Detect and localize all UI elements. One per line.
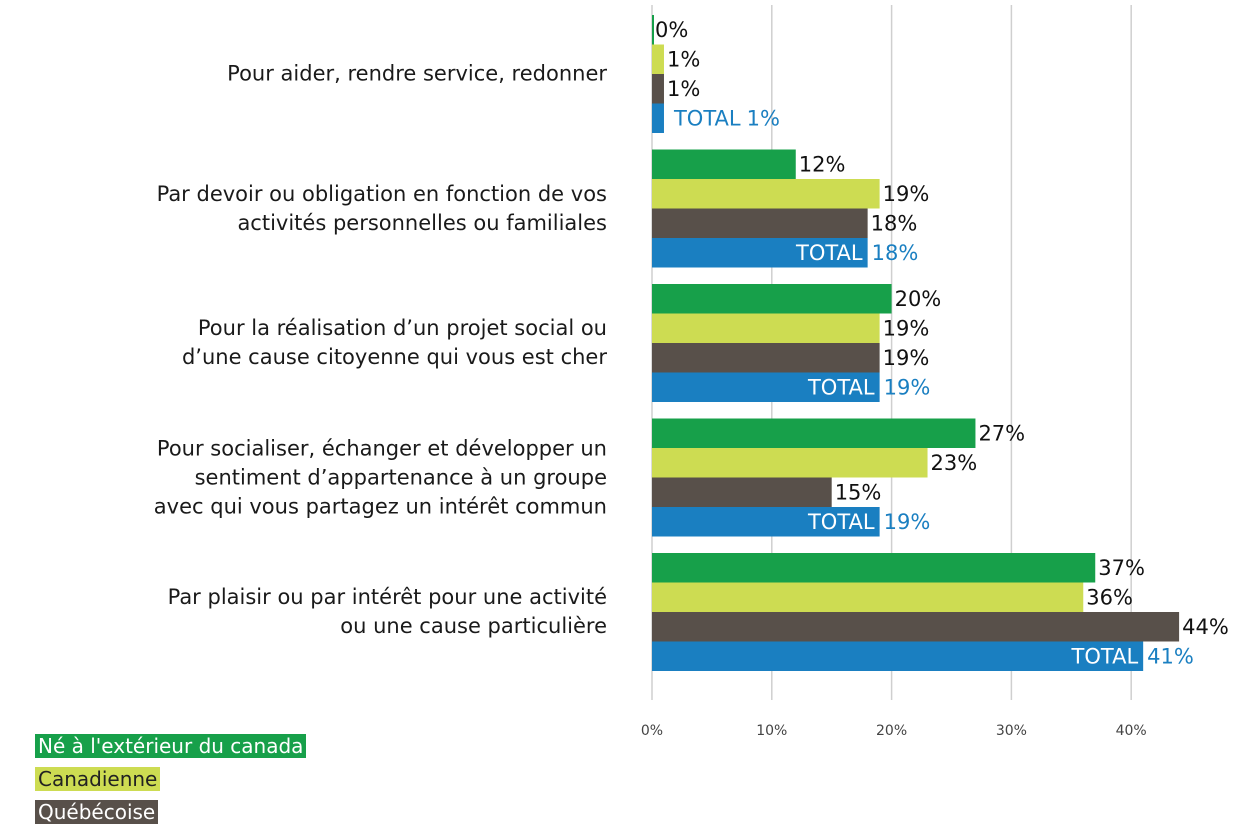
bar (652, 477, 832, 507)
bar (652, 74, 664, 104)
bar (652, 582, 1084, 612)
value-label: 27% (978, 421, 1025, 445)
value-label: 15% (835, 480, 882, 504)
bar (652, 343, 880, 373)
legend-entry: Canadienne (35, 767, 161, 791)
x-tick-label: 0% (641, 723, 663, 739)
value-label: 37% (1098, 556, 1145, 580)
category-label: Pour la réalisation d’un projet social o… (181, 316, 607, 369)
value-label: 23% (931, 451, 978, 475)
value-label: 19% (883, 346, 930, 370)
bar (652, 103, 664, 133)
value-label: 0% (655, 18, 688, 42)
value-label: 12% (799, 152, 846, 176)
bar (652, 641, 1144, 671)
bar (652, 372, 880, 402)
bar (652, 612, 1180, 642)
category-label: Par devoir ou obligation en fonction de … (156, 181, 607, 235)
bar (652, 448, 928, 478)
value-label: 36% (1086, 585, 1133, 609)
x-tick-label: 20% (876, 723, 907, 739)
value-label: 19% (884, 510, 931, 534)
bar (652, 179, 880, 209)
bar (652, 238, 868, 268)
category-label: Par plaisir ou par intérêt pour une acti… (167, 585, 607, 638)
x-tick-label: 30% (996, 723, 1027, 739)
total-label: TOTAL (807, 375, 875, 399)
total-label: TOTAL (807, 510, 875, 534)
total-label: TOTAL (795, 241, 863, 265)
value-label: 41% (1147, 644, 1194, 668)
value-label: 19% (883, 182, 930, 206)
total-label: TOTAL (673, 106, 741, 130)
value-label: 1% (667, 47, 700, 71)
value-label: 18% (871, 211, 918, 235)
bar (652, 507, 880, 537)
bar (652, 284, 892, 314)
value-label: 18% (872, 241, 919, 265)
bar (652, 15, 654, 45)
category-label: Pour aider, rendre service, redonner (227, 61, 607, 86)
value-label: 1% (747, 106, 780, 130)
value-label: 19% (884, 375, 931, 399)
value-label: 44% (1182, 615, 1229, 639)
bar (652, 44, 664, 74)
bar (652, 208, 868, 238)
value-label: 1% (667, 77, 700, 101)
value-label: 19% (883, 316, 930, 340)
x-tick-label: 40% (1116, 723, 1147, 739)
bar (652, 149, 796, 179)
bar (652, 418, 976, 448)
value-label: 20% (895, 287, 942, 311)
total-label: TOTAL (1071, 644, 1139, 668)
category-label: Pour socialiser, échanger et développer … (153, 436, 607, 518)
bar (652, 313, 880, 343)
legend-entry: Québécoise (35, 800, 159, 824)
legend-entry: Né à l'extérieur du canada (35, 734, 307, 758)
bar (652, 553, 1096, 583)
x-tick-label: 10% (756, 723, 787, 739)
